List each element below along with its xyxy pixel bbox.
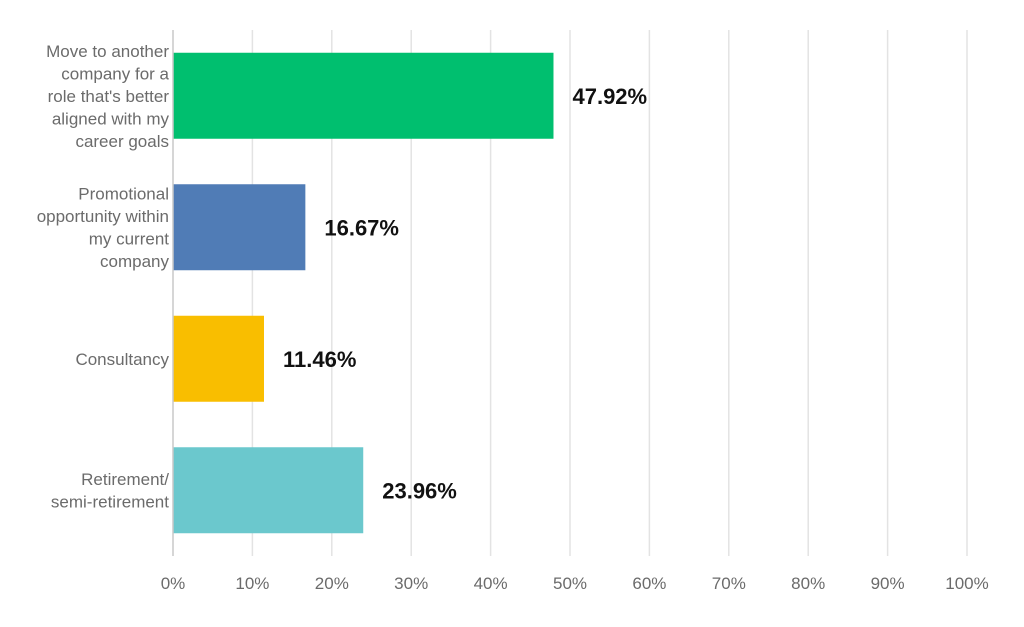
- bars: [173, 52, 554, 534]
- category-label: Retirement/semi-retirement: [51, 470, 169, 512]
- x-tick-label: 10%: [235, 574, 269, 593]
- bar-value-label: 23.96%: [382, 478, 457, 503]
- x-tick-label: 60%: [632, 574, 666, 593]
- x-tick-label: 0%: [161, 574, 186, 593]
- bar-value-label: 16.67%: [324, 215, 399, 240]
- x-tick-label: 70%: [712, 574, 746, 593]
- bar: [173, 447, 364, 534]
- bar-value-label: 11.46%: [283, 347, 356, 372]
- category-label: Consultancy: [75, 350, 169, 369]
- category-label: Promotional opportunity within my current c…: [37, 185, 170, 272]
- value-labels: 47.92% 16.67% 11.46% 23.96%: [283, 84, 647, 504]
- x-axis-tick-labels: 0% 10% 20% 30% 40% 50% 60% 70% 80% 90% 100%: [161, 574, 989, 593]
- x-tick-label: 50%: [553, 574, 587, 593]
- x-tick-label: 100%: [945, 574, 988, 593]
- x-tick-label: 30%: [394, 574, 428, 593]
- bar: [173, 184, 306, 271]
- bar: [173, 52, 554, 139]
- x-tick-label: 40%: [474, 574, 508, 593]
- category-label: Move to another company for a role that's …: [46, 42, 169, 151]
- x-tick-label: 80%: [791, 574, 825, 593]
- x-tick-label: 20%: [315, 574, 349, 593]
- bar: [173, 315, 264, 402]
- category-labels: Move to another company for a role that's …: [37, 42, 170, 512]
- bar-value-label: 47.92%: [572, 84, 647, 109]
- x-tick-label: 90%: [871, 574, 905, 593]
